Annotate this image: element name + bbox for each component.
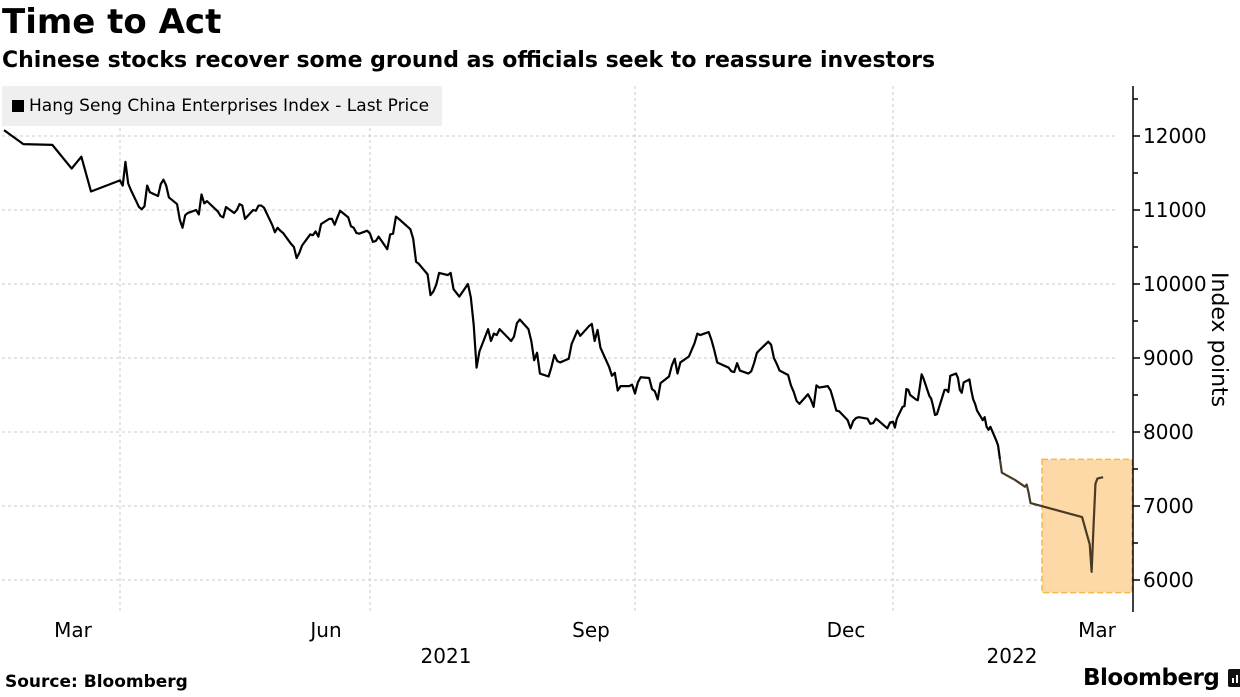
y-axis: 6000 7000 8000 9000 10000 11000 12000	[1132, 86, 1207, 612]
x-tick-label: Jun	[308, 618, 341, 642]
source-note: Source: Bloomberg	[5, 672, 188, 692]
legend-swatch-icon	[12, 100, 24, 112]
x-tick-label: Mar	[54, 618, 93, 642]
y-axis-title: Index points	[1206, 272, 1231, 407]
x-year-label: 2022	[987, 644, 1038, 668]
bloomberg-chart-logo-icon	[1228, 669, 1240, 687]
y-tick-label: 11000	[1143, 198, 1207, 222]
y-tick-label: 6000	[1143, 568, 1194, 592]
x-tick-label: Mar	[1078, 618, 1117, 642]
series-line-highlighted	[998, 459, 1104, 573]
brand-name: Bloomberg	[1083, 665, 1220, 691]
y-tick-label: 12000	[1143, 124, 1207, 148]
y-tick-label: 7000	[1143, 494, 1194, 518]
x-axis: Mar Jun Sep Dec Mar 2021 2022	[54, 618, 1117, 668]
x-tick-label: Dec	[827, 618, 866, 642]
y-tick-label: 8000	[1143, 420, 1194, 444]
legend-label: Hang Seng China Enterprises Index - Last…	[29, 96, 430, 116]
legend: Hang Seng China Enterprises Index - Last…	[2, 86, 442, 126]
series-layer	[3, 129, 1104, 573]
highlight-layer	[1041, 458, 1133, 594]
series-line	[3, 129, 1002, 460]
chart-title: Time to Act	[2, 2, 222, 42]
brand-logo: Bloomberg	[1083, 665, 1240, 691]
gridlines	[2, 86, 1115, 612]
x-tick-label: Sep	[572, 618, 610, 642]
chart-subtitle: Chinese stocks recover some ground as of…	[2, 48, 936, 73]
y-tick-label: 9000	[1143, 346, 1194, 370]
x-year-label: 2021	[421, 644, 472, 668]
y-tick-label: 10000	[1143, 272, 1207, 296]
highlight-box	[1041, 458, 1133, 594]
